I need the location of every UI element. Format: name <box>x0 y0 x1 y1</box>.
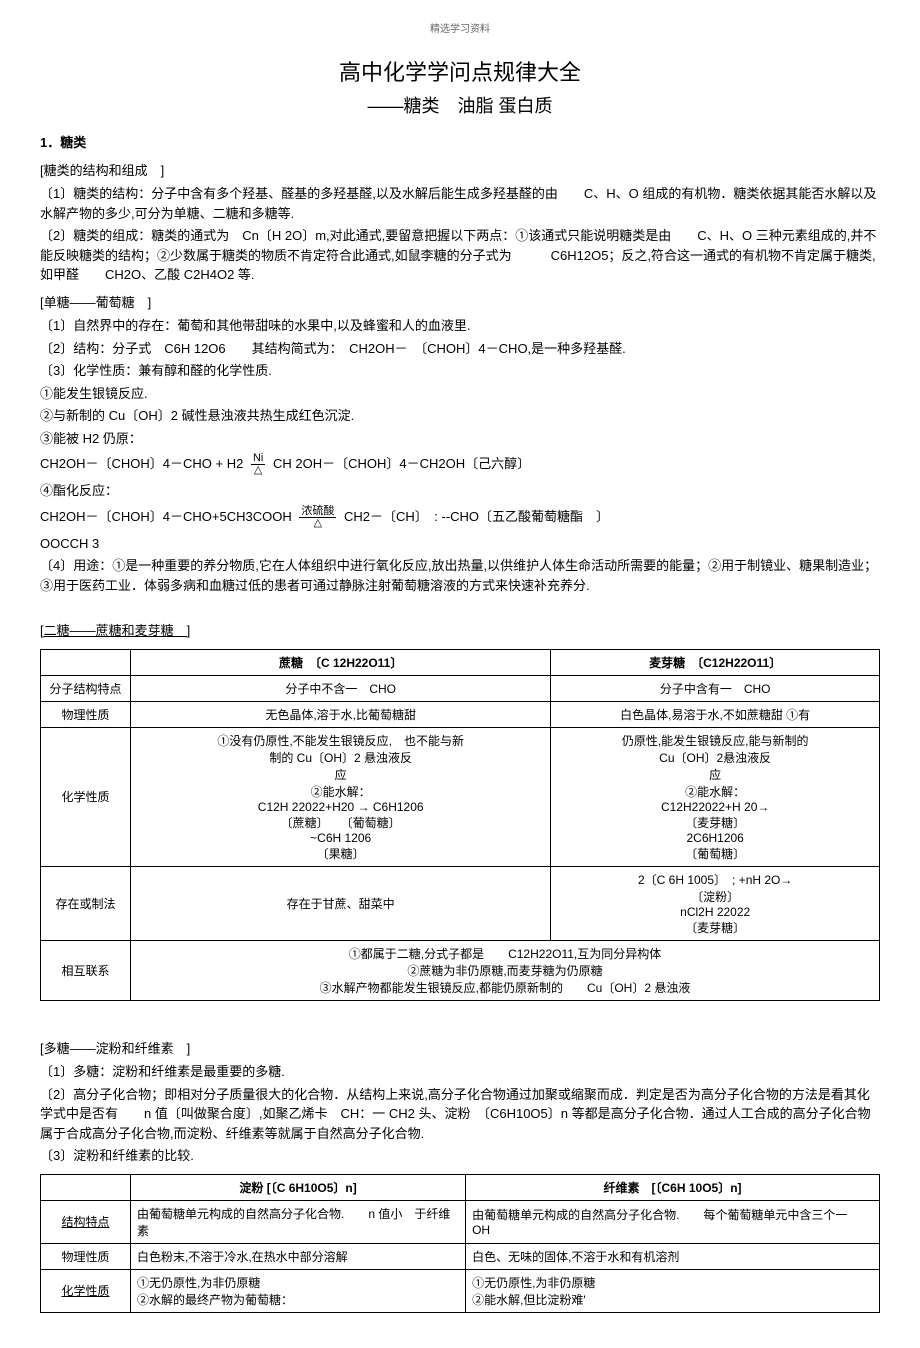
table1-r1-label: 物理性质 <box>41 701 131 727</box>
table2-r2-label: 化学性质 <box>41 1269 131 1312</box>
list-item-3: ③能被 H2 仍原： <box>40 429 880 449</box>
para-1-1: 〔1〕糖类的结构：分子中含有多个羟基、醛基的多羟基醛,以及水解后能生成多羟基醛的… <box>40 184 880 223</box>
para-1-2: 〔2〕糖类的组成：糖类的通式为 Cn〔H 2O〕m,对此通式,要留意把握以下两点… <box>40 226 880 285</box>
page-subtitle: ——糖类 油脂 蛋白质 <box>40 92 880 118</box>
table1-r2-label: 化学性质 <box>41 727 131 866</box>
table2-r1-c1: 白色粉末,不溶于冷水,在热水中部分溶解 <box>131 1243 466 1269</box>
table1-h0 <box>41 649 131 675</box>
reaction-1-right: CH 2OH－〔CHOH〕4－CH2OH〔己六醇〕 <box>273 456 530 471</box>
table1-r1-c2: 白色晶体,易溶于水,不如蔗糖甜 ①有 <box>551 701 880 727</box>
para-2-2: 〔2〕结构：分子式 C6H 12O6 其结构简式为： CH2OH－ 〔CHOH〕… <box>40 339 880 359</box>
reaction-1-condition: Ni △ <box>251 453 265 476</box>
table1-r3-c1: 存在于甘蔗、甜菜中 <box>131 866 551 940</box>
table2-h2: 纤维素 [〔C6H 10O5〕n] <box>466 1174 880 1200</box>
bracket-heading-4: [多糖——淀粉和纤维素 ] <box>40 1039 880 1059</box>
table1-r0-label: 分子结构特点 <box>41 675 131 701</box>
table-polysaccharide: 淀粉 [〔C 6H10O5〕n] 纤维素 [〔C6H 10O5〕n] 结构特点 … <box>40 1174 880 1313</box>
reaction-2-cond-bot: △ <box>299 518 336 529</box>
table2-r0-label: 结构特点 <box>41 1200 131 1243</box>
reaction-1: CH2OH－〔CHOH〕4－CHO + H2 Ni △ CH 2OH－〔CHOH… <box>40 453 880 476</box>
table2-r0-c2: 由葡萄糖单元构成的自然高分子化合物. 每个葡萄糖单元中含三个一 OH <box>466 1200 880 1243</box>
table1-r3-c2: 2〔C 6H 1005〕 ; +nH 2O→ 〔淀粉〕 nCl2H 22022 … <box>551 866 880 940</box>
para-s2-1: 〔1〕多糖：淀粉和纤维素是最重要的多糖. <box>40 1062 880 1082</box>
table1-h2: 麦芽糖 〔C12H22O11〕 <box>551 649 880 675</box>
table2-r2-c1: ①无仍原性,为非仍原糖 ②水解的最终产物为葡萄糖： <box>131 1269 466 1312</box>
table2-r2-c2: ①无仍原性,为非仍原糖 ②能水解,但比淀粉难' <box>466 1269 880 1312</box>
table1-r4-label: 相互联系 <box>41 940 131 1000</box>
table1-r4-span: ①都属于二糖,分式子都是 C12H22O11,互为同分异构体 ②蔗糖为非仍原糖,… <box>131 940 880 1000</box>
table2-h0 <box>41 1174 131 1200</box>
page-title: 高中化学学问点规律大全 <box>40 55 880 87</box>
para-2-1: 〔1〕自然界中的存在：葡萄和其他带甜味的水果中,以及蜂蜜和人的血液里. <box>40 316 880 336</box>
para-2-3: 〔3〕化学性质：兼有醇和醛的化学性质. <box>40 361 880 381</box>
reaction-1-cond-bot: △ <box>251 465 265 476</box>
reaction-2-extra: OOCCH 3 <box>40 534 880 554</box>
reaction-2-right: CH2－〔CH〕 : --CHO〔五乙酸葡萄糖酯 〕 <box>344 508 609 523</box>
section-1-heading: 1．糖类 <box>40 133 880 153</box>
table-disaccharide: 蔗糖 〔C 12H22O11〕 麦芽糖 〔C12H22O11〕 分子结构特点 分… <box>40 649 880 1001</box>
bracket-heading-2: [单糖——葡萄糖 ] <box>40 293 880 313</box>
page-header-small: 精选学习资料 <box>40 20 880 35</box>
table1-h1: 蔗糖 〔C 12H22O11〕 <box>131 649 551 675</box>
table1-r2-c1: ①没有仍原性,不能发生银镜反应, 也不能与新 制的 Cu〔OH〕2 悬浊液反 应… <box>131 727 551 866</box>
reaction-1-left: CH2OH－〔CHOH〕4－CHO + H2 <box>40 456 243 471</box>
list-item-2: ②与新制的 Cu〔OH〕2 碱性悬浊液共热生成红色沉淀. <box>40 406 880 426</box>
para-2-4: 〔4〕用途：①是一种重要的养分物质,它在人体组织中进行氧化反应,放出热量,以供维… <box>40 556 880 595</box>
list-item-4: ④酯化反应： <box>40 481 880 501</box>
para-s2-2: 〔2〕高分子化合物；即相对分子质量很大的化合物．从结构上来说,高分子化合物通过加… <box>40 1085 880 1144</box>
bracket-heading-3: [二糖——蔗糖和麦芽糖 ] <box>40 621 880 641</box>
bracket-heading-1: [糖类的结构和组成 ] <box>40 161 880 181</box>
table2-h1: 淀粉 [〔C 6H10O5〕n] <box>131 1174 466 1200</box>
table2-r1-label: 物理性质 <box>41 1243 131 1269</box>
list-item-1: ①能发生银镜反应. <box>40 384 880 404</box>
table1-r2-c2: 仍原性,能发生银镜反应,能与新制的 Cu〔OH〕2悬浊液反 应 ②能水解： C1… <box>551 727 880 866</box>
reaction-2: CH2OH－〔CHOH〕4－CHO+5CH3COOH 浓硫酸 △ CH2－〔CH… <box>40 506 880 529</box>
para-s2-3: 〔3〕淀粉和纤维素的比较. <box>40 1146 880 1166</box>
table1-r3-label: 存在或制法 <box>41 866 131 940</box>
reaction-2-left: CH2OH－〔CHOH〕4－CHO+5CH3COOH <box>40 508 292 523</box>
table1-r0-c2: 分子中含有一 CHO <box>551 675 880 701</box>
table2-r0-c1: 由葡萄糖单元构成的自然高分子化合物. n 值小 于纤维素 <box>131 1200 466 1243</box>
table2-r1-c2: 白色、无味的固体,不溶于水和有机溶剂 <box>466 1243 880 1269</box>
reaction-2-condition: 浓硫酸 △ <box>299 506 336 529</box>
reaction-2-cond-top: 浓硫酸 <box>299 506 336 518</box>
table1-r1-c1: 无色晶体,溶于水,比葡萄糖甜 <box>131 701 551 727</box>
table1-r0-c1: 分子中不含一 CHO <box>131 675 551 701</box>
